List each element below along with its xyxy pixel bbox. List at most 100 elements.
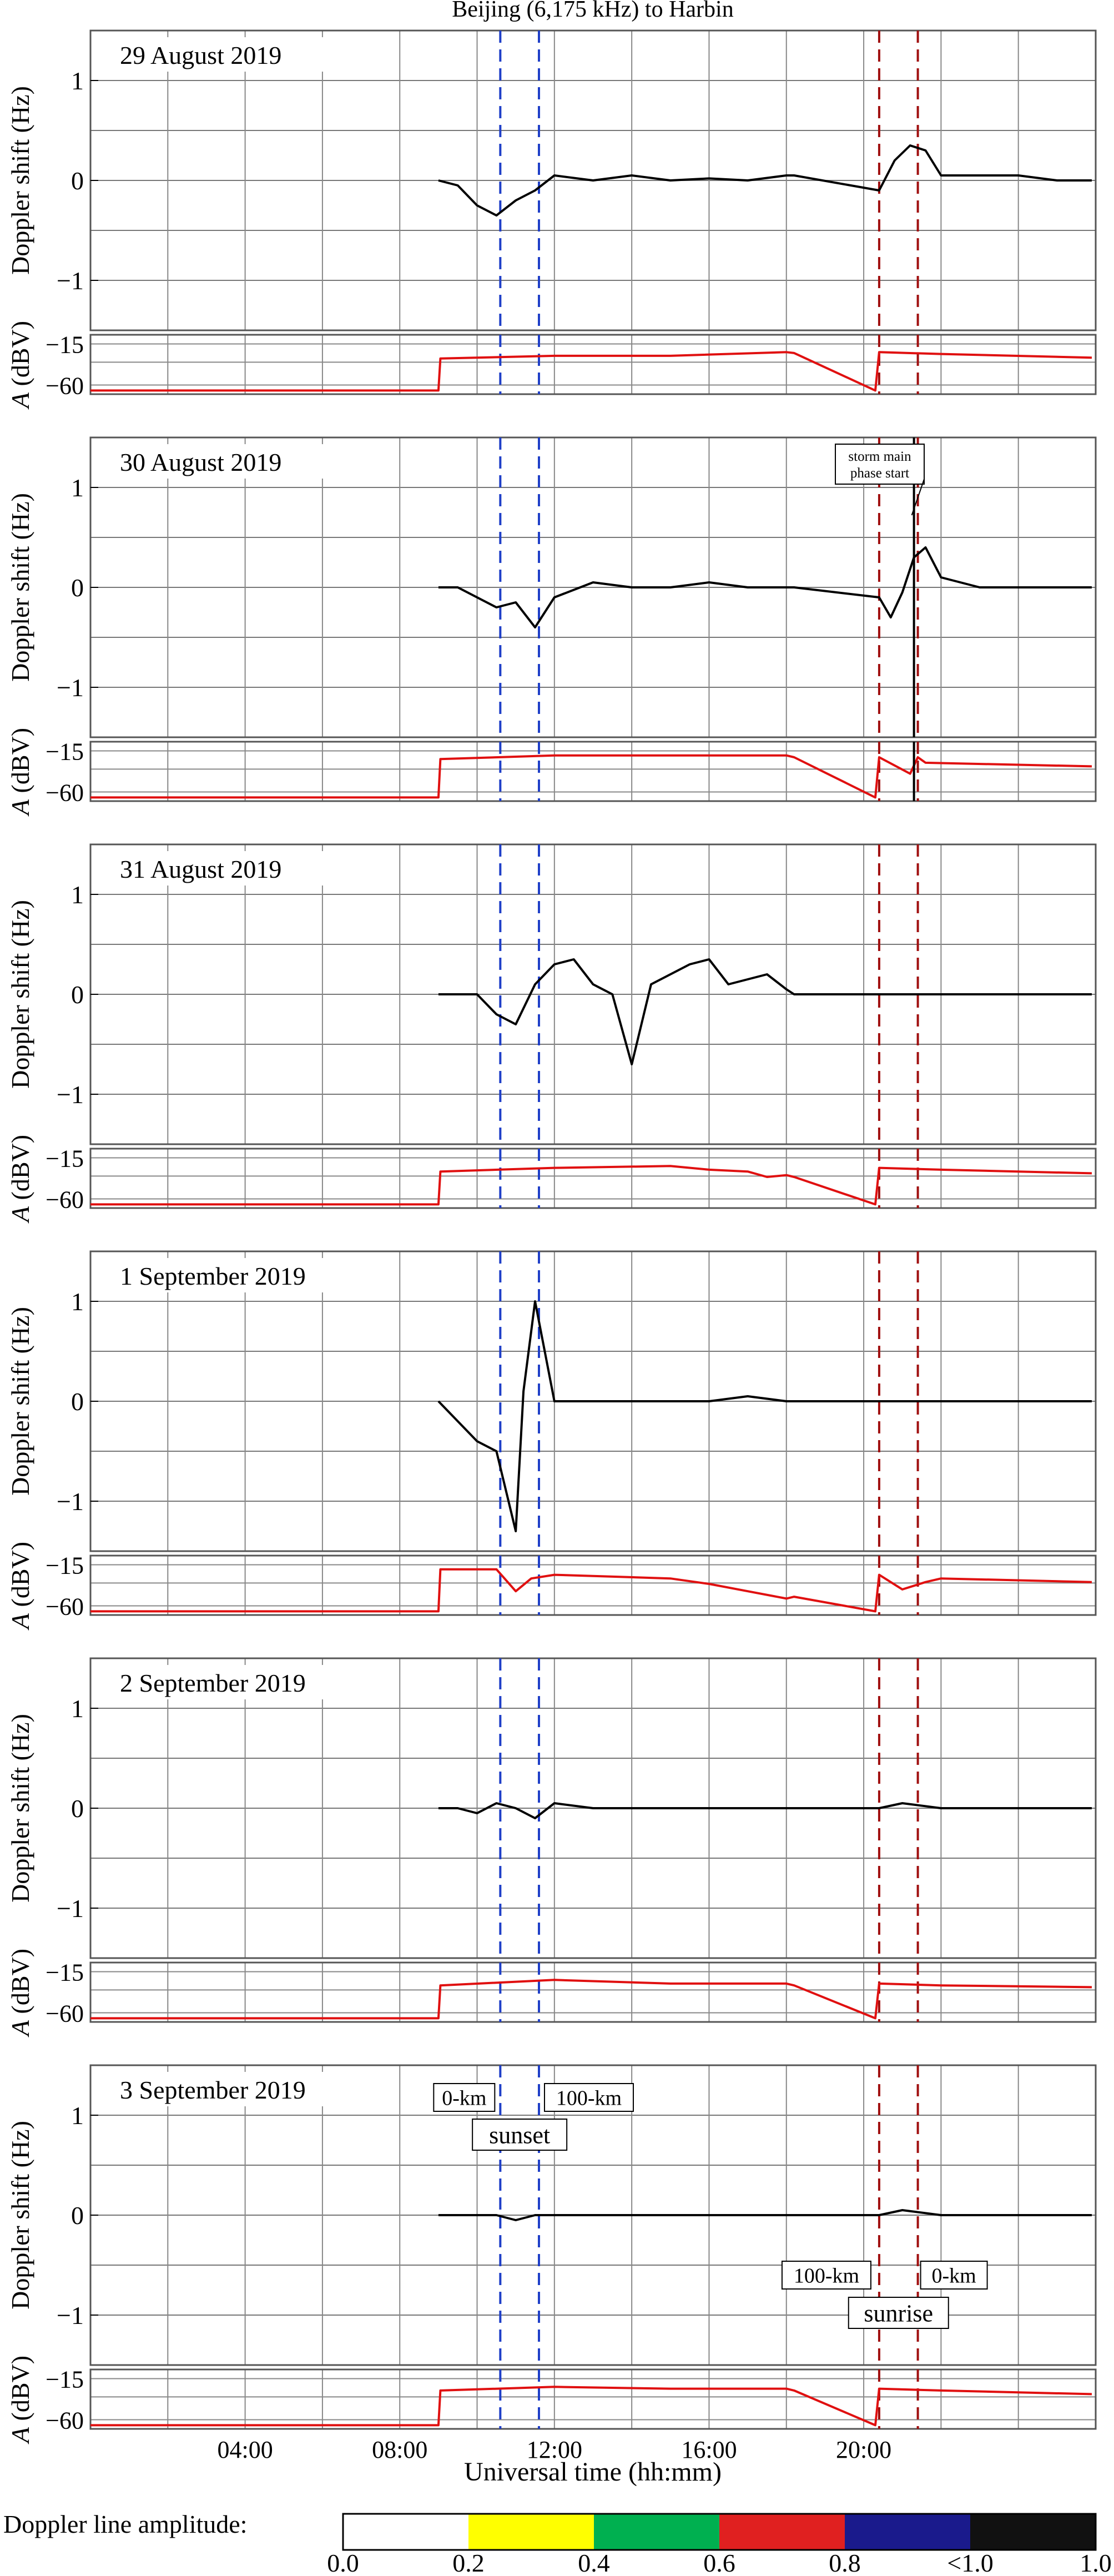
amplitude-tick-label: −15 bbox=[46, 1552, 84, 1579]
amplitude-frame bbox=[89, 1148, 1097, 1209]
sunrise-0km-label-box bbox=[920, 2261, 988, 2290]
sunrise-label: sunrise bbox=[864, 2300, 933, 2327]
doppler-tick-label: 0 bbox=[71, 573, 84, 602]
colorbar-tick-label: 0.8 bbox=[829, 2549, 861, 2576]
doppler-tick-label: 1 bbox=[71, 474, 84, 502]
amplitude-tick-label: −60 bbox=[46, 1186, 84, 1214]
sunset-0km-label-box bbox=[433, 2083, 496, 2112]
amplitude-axis-label-unit: (dBV) bbox=[6, 1135, 34, 1206]
x-tick-label: 08:00 bbox=[372, 2436, 427, 2463]
storm-annotation-box bbox=[835, 444, 925, 485]
x-tick-label: 12:00 bbox=[527, 2436, 582, 2463]
sunset-label-box bbox=[472, 2119, 568, 2151]
sunrise-100km-label-box bbox=[781, 2261, 871, 2290]
sunrise-label-box bbox=[848, 2297, 949, 2329]
amplitude-frame bbox=[89, 741, 1097, 802]
doppler-axis-label: Doppler shift (Hz) bbox=[6, 493, 34, 682]
colorbar-tick-label: 0.4 bbox=[578, 2549, 610, 2576]
amplitude-axis-label-symbol: A bbox=[6, 2427, 34, 2444]
panel-3: 1 September 2019 1 0 −1 −15 −60 Doppler shift … bbox=[6, 1250, 1097, 1631]
date-label-background bbox=[113, 444, 346, 479]
doppler-tick-label: −1 bbox=[57, 673, 84, 702]
panel-5: 3 September 2019 1 0 −1 −15 −60 Doppler shift … bbox=[6, 2064, 1097, 2463]
colorbar-frame bbox=[342, 2513, 1097, 2551]
colorbar-swatch bbox=[343, 2514, 468, 2550]
doppler-tick-label: 1 bbox=[71, 1287, 84, 1316]
sunset-100km-label-box bbox=[543, 2083, 634, 2112]
amplitude-axis-label: A (dBV) bbox=[6, 1542, 34, 1631]
amplitude-tick-label: −60 bbox=[46, 2000, 84, 2027]
amplitude-line bbox=[90, 1979, 1092, 2020]
doppler-line bbox=[438, 1802, 1092, 1819]
colorbar-swatch bbox=[468, 2514, 594, 2550]
amplitude-line bbox=[90, 754, 1092, 799]
amplitude-tick-label: −60 bbox=[46, 373, 84, 400]
amplitude-tick-label: −15 bbox=[46, 2366, 84, 2393]
amplitude-tick-label: −15 bbox=[46, 738, 84, 765]
doppler-tick-label: 0 bbox=[71, 980, 84, 1009]
panel-date: 29 August 2019 bbox=[120, 41, 281, 69]
amplitude-frame bbox=[89, 1554, 1097, 1616]
amplitude-axis-label-symbol: A bbox=[6, 799, 34, 817]
doppler-tick-label: 1 bbox=[71, 67, 84, 95]
panel-date: 30 August 2019 bbox=[120, 448, 281, 476]
colorbar-tick-label: 0.6 bbox=[703, 2549, 735, 2576]
doppler-tick-label: 1 bbox=[71, 881, 84, 909]
doppler-axis-label: Doppler shift (Hz) bbox=[6, 2121, 34, 2310]
panel-date: 2 September 2019 bbox=[120, 1669, 306, 1697]
sunset-0km-label: 0-km bbox=[442, 2086, 486, 2110]
x-axis-label: Universal time (hh:mm) bbox=[464, 2457, 722, 2487]
amplitude-line bbox=[90, 2386, 1092, 2427]
doppler-line bbox=[438, 144, 1092, 217]
amplitude-line bbox=[90, 1568, 1092, 1613]
amplitude-axis-label-symbol: A bbox=[6, 1613, 34, 1631]
panel-2: 31 August 2019 1 0 −1 −15 −60 Doppler shift (H… bbox=[6, 843, 1097, 1224]
amplitude-tick-label: −15 bbox=[46, 331, 84, 358]
storm-annotation-line-2: phase start bbox=[850, 466, 909, 481]
colorbar: 0.0 0.2 0.4 0.6 0.8 <1.0 1.0 bbox=[327, 2513, 1112, 2576]
amplitude-line bbox=[90, 351, 1092, 392]
date-label-background bbox=[113, 1258, 346, 1292]
amplitude-axis-label-unit: (dBV) bbox=[6, 321, 34, 393]
doppler-tick-label: −1 bbox=[57, 1080, 84, 1109]
doppler-tick-label: 0 bbox=[71, 1387, 84, 1416]
doppler-tick-label: 0 bbox=[71, 2201, 84, 2230]
panel-1: 30 August 2019 1 0 −1 −15 −60 Doppler shift (H… bbox=[6, 436, 1097, 817]
doppler-tick-label: −1 bbox=[57, 2301, 84, 2330]
doppler-line bbox=[438, 2209, 1092, 2221]
amplitude-axis-label: A (dBV) bbox=[6, 2356, 34, 2444]
colorbar-tick-label: <1.0 bbox=[947, 2549, 993, 2576]
doppler-tick-label: −1 bbox=[57, 266, 84, 295]
date-label-background bbox=[113, 851, 346, 886]
panel-0: 29 August 2019 1 0 −1 −15 −60 Doppler shift (H… bbox=[6, 29, 1097, 410]
colorbar-label: Doppler line amplitude: bbox=[3, 2510, 247, 2538]
doppler-tick-label: −1 bbox=[57, 1894, 84, 1923]
amplitude-axis-label: A (dBV) bbox=[6, 1135, 34, 1224]
amplitude-axis-label-symbol: A bbox=[6, 1206, 34, 1224]
doppler-line bbox=[438, 958, 1092, 1065]
date-label-background bbox=[113, 1665, 346, 1699]
colorbar-tick-label: 0.0 bbox=[327, 2549, 359, 2576]
colorbar-tick-label: 0.2 bbox=[452, 2549, 485, 2576]
sunrise-100km-label: 100-km bbox=[794, 2264, 859, 2287]
panel-date: 1 September 2019 bbox=[120, 1262, 306, 1290]
doppler-axis-label: Doppler shift (Hz) bbox=[6, 86, 34, 275]
x-tick-label: 16:00 bbox=[681, 2436, 737, 2463]
amplitude-axis-label: A (dBV) bbox=[6, 321, 34, 410]
panel-4: 2 September 2019 1 0 −1 −15 −60 Doppler shift … bbox=[6, 1657, 1097, 2037]
amplitude-axis-label: A (dBV) bbox=[6, 1949, 34, 2037]
amplitude-axis-label-unit: (dBV) bbox=[6, 1949, 34, 2020]
amplitude-frame bbox=[89, 334, 1097, 395]
figure-title: Beijing (6,175 kHz) to Harbin bbox=[452, 0, 733, 22]
amplitude-axis-label-unit: (dBV) bbox=[6, 1542, 34, 1613]
date-label-background bbox=[113, 37, 346, 72]
amplitude-axis-label: A (dBV) bbox=[6, 728, 34, 817]
amplitude-axis-label-symbol: A bbox=[6, 392, 34, 410]
sunset-label: sunset bbox=[489, 2121, 550, 2149]
colorbar-swatch bbox=[970, 2514, 1096, 2550]
amplitude-tick-label: −60 bbox=[46, 779, 84, 807]
panel-date: 31 August 2019 bbox=[120, 855, 281, 883]
x-tick-label: 04:00 bbox=[217, 2436, 273, 2463]
amplitude-axis-label-unit: (dBV) bbox=[6, 2356, 34, 2427]
